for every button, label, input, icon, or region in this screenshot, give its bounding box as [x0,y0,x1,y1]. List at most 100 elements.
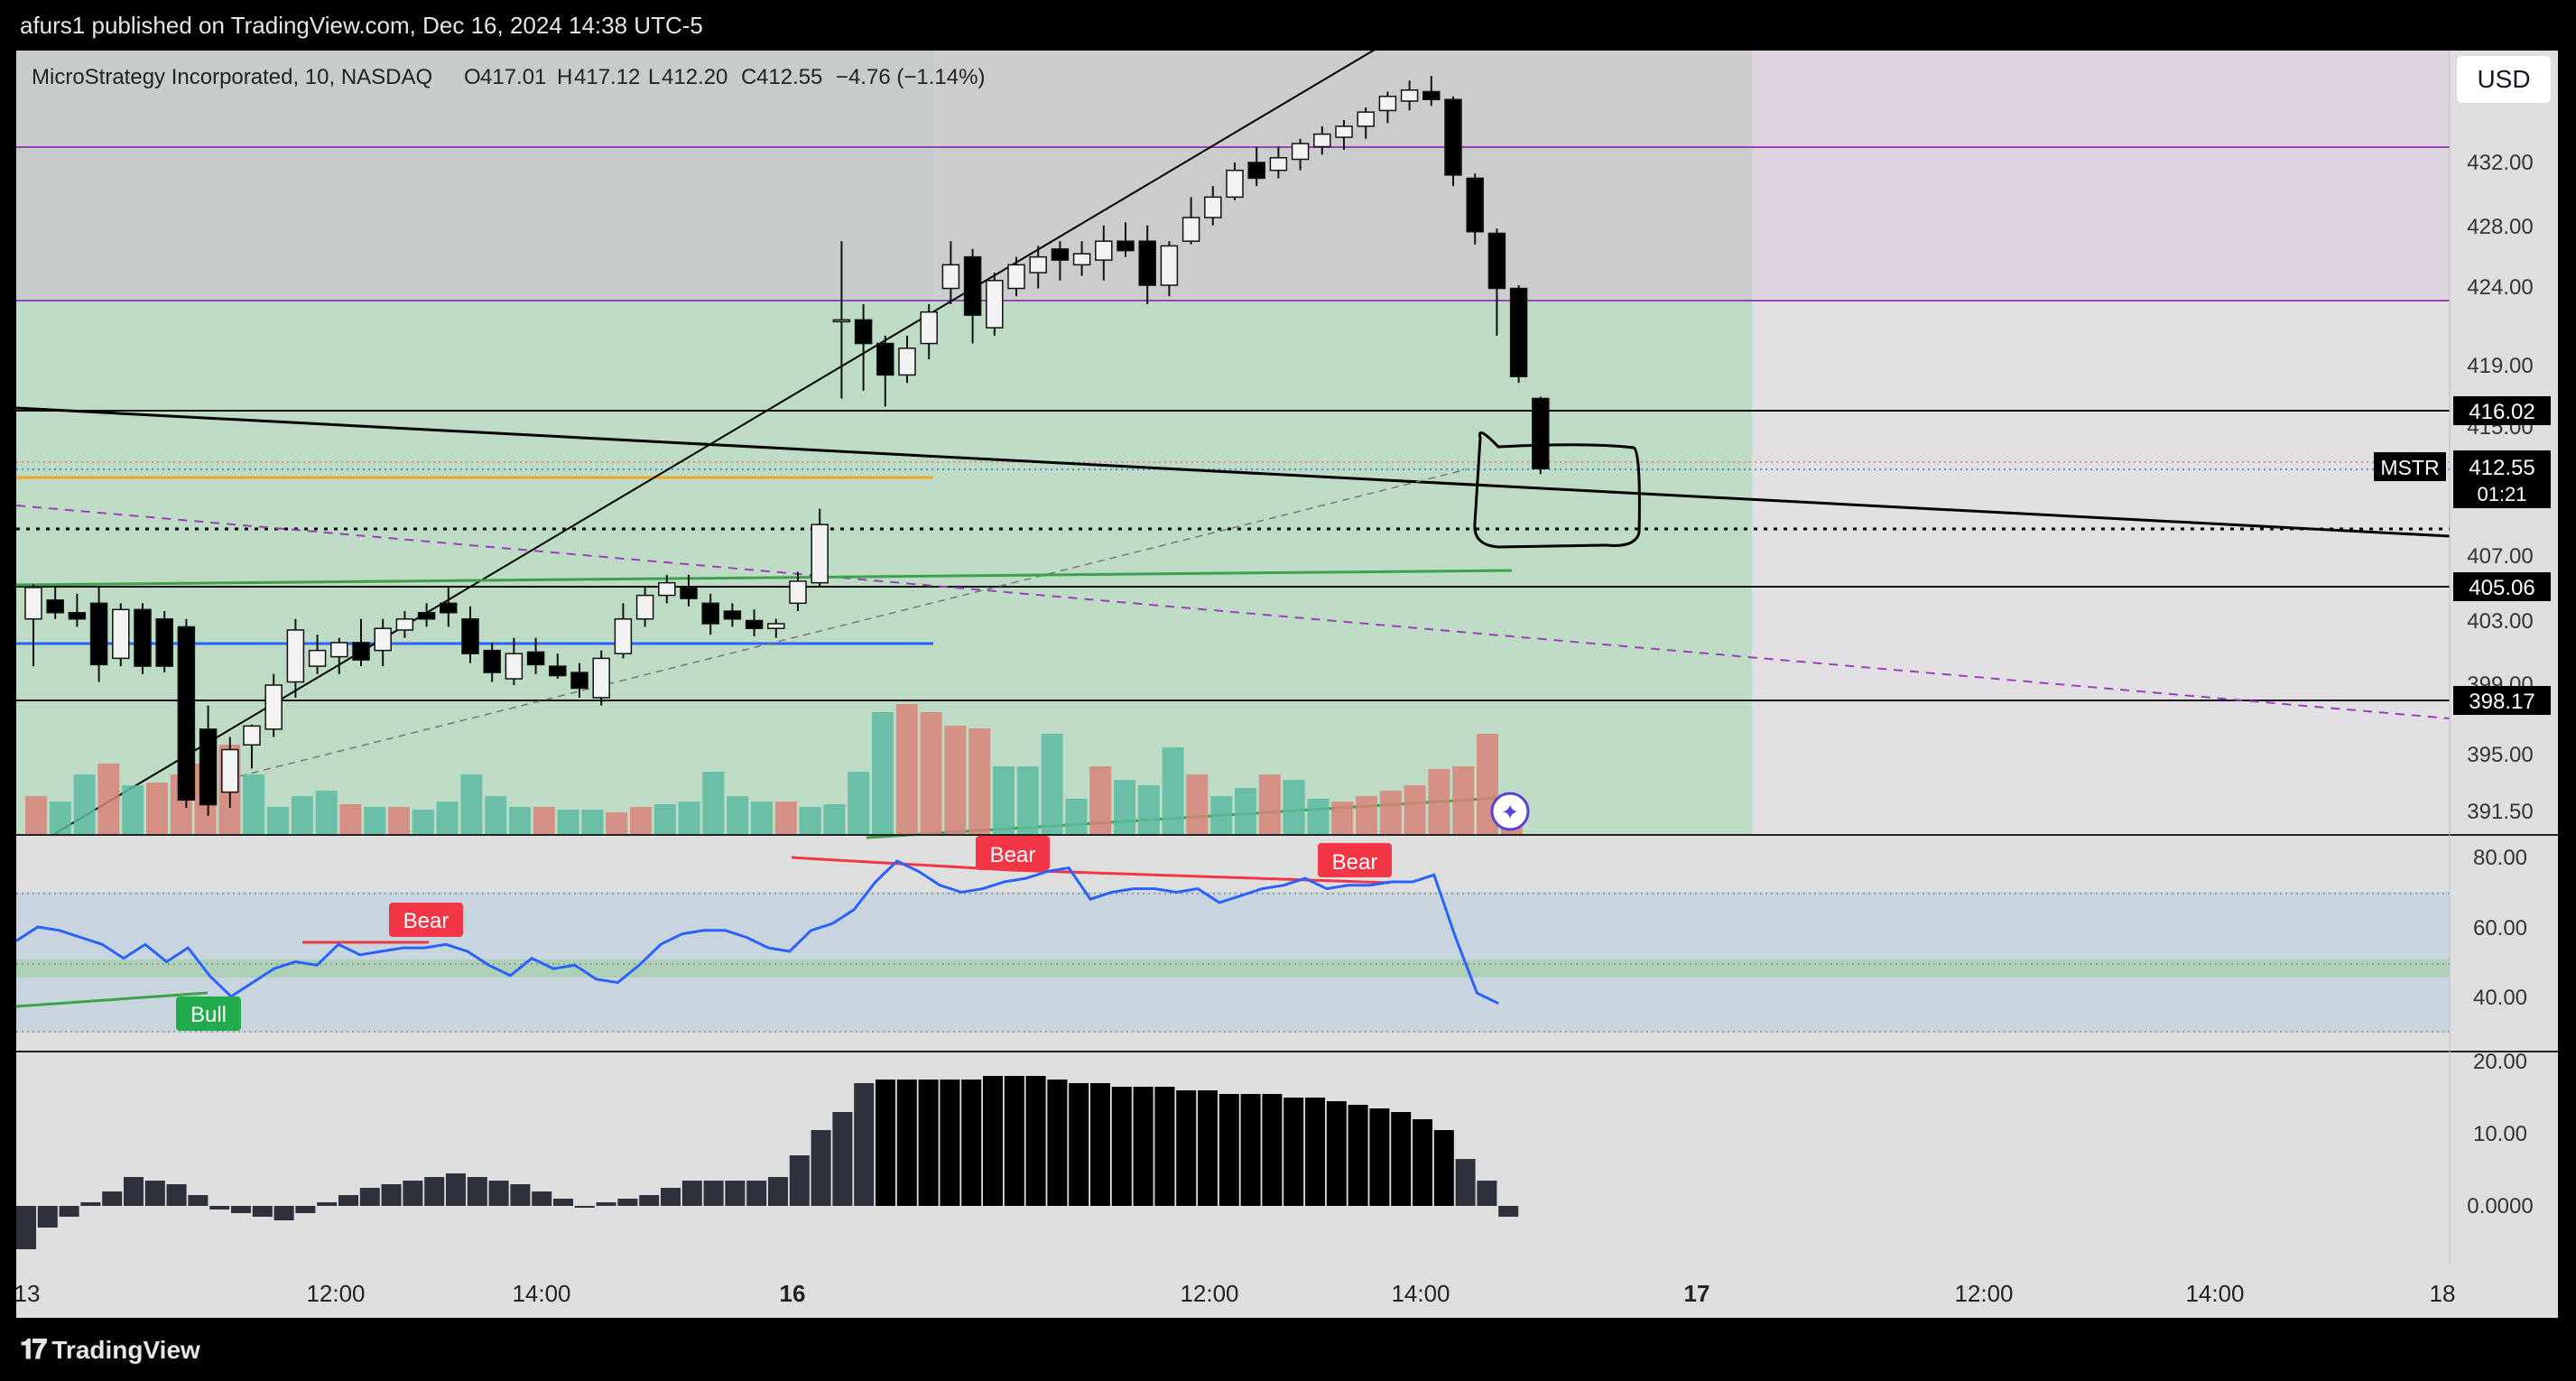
histogram-bar [918,1080,939,1206]
candle[interactable] [635,587,654,627]
time-axis[interactable]: 13 12:00 14:00 16 12:00 14:00 17 12:00 14:00 18 [14,1280,2456,1307]
candle[interactable] [286,618,305,698]
candle[interactable] [1051,241,1070,281]
candle[interactable] [832,241,851,399]
declining-trendline[interactable] [15,406,2451,538]
candle[interactable] [374,618,392,667]
candle[interactable] [330,637,348,674]
candle[interactable] [440,587,458,627]
price-badge-398[interactable]: 398.17 [2453,686,2551,715]
price-axis-label: 395.00 [2467,743,2533,767]
candle[interactable] [1226,162,1244,200]
candle[interactable] [811,508,829,588]
candle[interactable] [526,637,545,674]
candle[interactable] [767,618,785,638]
candle[interactable] [352,618,370,667]
candle[interactable] [1422,76,1441,107]
candle[interactable] [963,248,982,344]
histogram-bar [338,1195,358,1206]
candle[interactable] [570,663,588,698]
candle[interactable] [920,303,938,359]
candle[interactable] [24,584,42,667]
candle[interactable] [701,593,719,635]
candle[interactable] [155,611,173,673]
candle[interactable] [1378,91,1397,124]
candle[interactable] [46,587,64,619]
candle[interactable] [221,737,239,809]
green-level-line[interactable] [15,569,1513,587]
candle[interactable] [177,618,196,809]
candle[interactable] [592,650,610,706]
candle[interactable] [549,653,567,680]
candle[interactable] [199,705,218,816]
price-badge-405[interactable]: 405.06 [2453,572,2551,601]
candle[interactable] [134,603,152,674]
volume-bar [751,802,773,834]
candle[interactable] [745,609,764,636]
candle[interactable] [898,335,916,384]
price-badge-416[interactable]: 416.02 [2453,396,2551,425]
candle[interactable] [723,603,742,627]
candle[interactable] [1181,197,1200,245]
candle[interactable] [1357,107,1375,139]
candle[interactable] [243,724,261,769]
candle[interactable] [1095,225,1113,281]
time-axis-panel[interactable] [16,1264,2558,1318]
symbol-legend[interactable]: MicroStrategy Incorporated, 10, NASDAQ O… [32,65,985,89]
volume-bar [1452,766,1475,834]
alert-star-icon[interactable]: ✦ [1490,792,1530,831]
volume-bar [653,804,676,834]
candle[interactable] [483,642,501,682]
candle[interactable] [1532,396,1550,475]
candle[interactable] [854,303,873,391]
candle[interactable] [1487,228,1506,336]
candle[interactable] [417,603,436,627]
candle[interactable] [1313,125,1331,155]
candle[interactable] [986,273,1004,336]
tradingview-logo[interactable]: 𝟏𝟕 TradingView [20,1334,200,1367]
candle[interactable] [1291,138,1310,171]
candle[interactable] [89,587,108,682]
currency-button[interactable]: USD [2457,56,2551,103]
candle[interactable] [461,606,479,663]
candle[interactable] [1072,241,1091,276]
volume-bar [1356,796,1377,834]
candle[interactable] [1029,246,1047,289]
candle[interactable] [1007,256,1025,297]
oscillator-axis[interactable]: 80.00 60.00 40.00 [2473,846,2527,1010]
candle[interactable] [1509,285,1528,384]
candle[interactable] [1444,96,1462,187]
candle[interactable] [1160,241,1179,297]
candle[interactable] [395,611,414,638]
candle[interactable] [1400,80,1419,111]
price-axis[interactable]: 432.00428.00424.00419.00415.00407.00403.… [2467,151,2533,824]
gray-dashed-trendline[interactable] [238,468,1468,777]
candle[interactable] [1247,146,1265,187]
candle[interactable] [1466,173,1484,245]
candle[interactable] [308,635,327,674]
symbol-name[interactable]: MicroStrategy Incorporated, 10, NASDAQ [32,65,432,89]
highlight-box-drawing[interactable] [1473,431,1641,549]
candle[interactable] [1204,186,1222,226]
candle[interactable] [1117,222,1135,257]
candle[interactable] [680,574,698,607]
last-price-badge[interactable]: MSTR 412.55 01:21 [2374,450,2551,508]
candle[interactable] [112,603,130,667]
candle[interactable] [1335,119,1353,151]
candle[interactable] [658,574,676,604]
candle[interactable] [789,571,807,612]
candle[interactable] [941,241,960,304]
candle[interactable] [264,673,283,737]
candlesticks[interactable] [24,76,1550,816]
high-value: 417.12 [574,65,640,89]
candle[interactable] [68,593,87,627]
histogram-bar [1069,1083,1089,1206]
candle[interactable] [1269,146,1288,179]
candle[interactable] [876,335,894,407]
candle[interactable] [505,637,524,686]
purple-dashed-trendline[interactable] [15,505,2451,719]
candle[interactable] [614,603,633,659]
candle[interactable] [1138,225,1156,304]
histogram-axis[interactable]: 20.00 10.00 0.0000 [2467,1050,2533,1219]
